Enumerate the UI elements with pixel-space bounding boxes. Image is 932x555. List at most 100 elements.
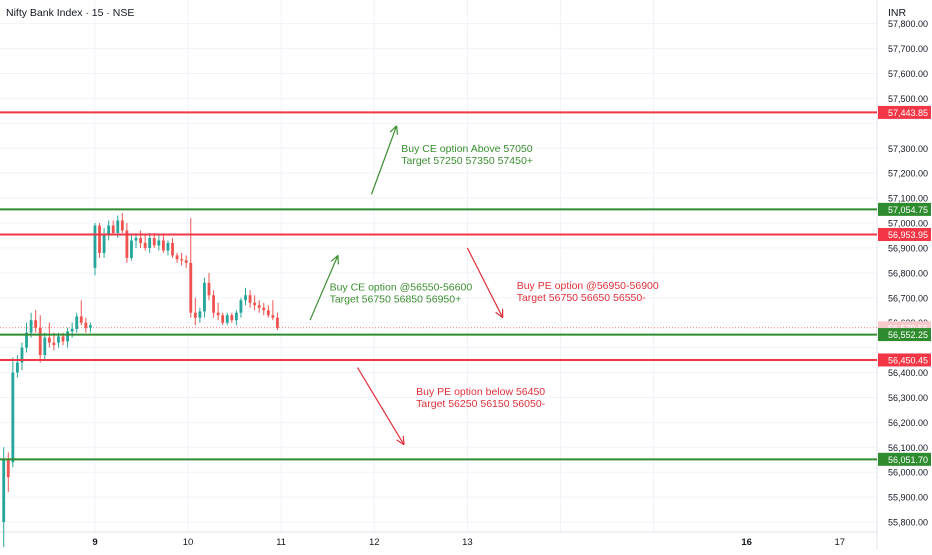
candle xyxy=(34,310,37,332)
price-tick-label: 56,300.00 xyxy=(888,393,928,403)
annotation-arrow-shaft xyxy=(371,126,396,195)
annotation-text: Target 56750 56850 56950+ xyxy=(330,293,462,305)
level-price-label: 56,953.95 xyxy=(888,230,928,240)
candle-body xyxy=(116,221,119,233)
candle xyxy=(11,358,14,468)
annotation-text: Buy PE option @56950-56900 xyxy=(517,280,659,292)
candle-body xyxy=(185,260,188,262)
price-tick-label: 56,700.00 xyxy=(888,293,928,303)
candle xyxy=(226,313,229,325)
candle xyxy=(121,213,124,233)
candle-body xyxy=(139,238,142,243)
candle-body xyxy=(253,303,256,305)
candle-body xyxy=(258,305,261,307)
candle-body xyxy=(30,320,33,332)
price-axis-labels: 55,800.0055,900.0056,000.0056,100.0056,2… xyxy=(888,19,928,527)
level-price-label: 56,051.70 xyxy=(888,455,928,465)
currency-label: INR xyxy=(888,7,906,19)
candle-body xyxy=(39,328,42,355)
candle xyxy=(240,298,243,318)
candle-body xyxy=(94,226,97,268)
candle xyxy=(230,313,233,323)
candle-body xyxy=(52,343,55,345)
candle-body xyxy=(244,295,247,300)
candle-body xyxy=(48,338,51,343)
candle-body xyxy=(230,315,233,320)
price-tick-label: 55,900.00 xyxy=(888,493,928,503)
price-tick-label: 56,200.00 xyxy=(888,418,928,428)
candle xyxy=(103,228,106,258)
candle-body xyxy=(135,238,138,240)
time-tick-label: 16 xyxy=(741,537,752,548)
candle xyxy=(189,218,192,318)
candle-body xyxy=(180,259,183,260)
candle-body xyxy=(176,255,179,259)
candle-body xyxy=(226,315,229,322)
candle xyxy=(94,223,97,275)
time-tick-label: 12 xyxy=(369,537,380,548)
candle xyxy=(271,300,274,320)
level-price-label: 56,450.45 xyxy=(888,355,928,365)
candle xyxy=(180,253,183,265)
candle xyxy=(221,313,224,325)
price-tick-label: 57,800.00 xyxy=(888,19,928,29)
time-tick-label: 17 xyxy=(834,537,845,548)
candle-body xyxy=(89,325,92,327)
candle-body xyxy=(267,310,270,315)
candle xyxy=(75,313,78,333)
candle xyxy=(212,290,215,317)
candle xyxy=(98,223,101,258)
candle-body xyxy=(71,329,74,331)
candle-body xyxy=(34,320,37,327)
level-price-label: 57,443.85 xyxy=(888,108,928,118)
candle-body xyxy=(148,238,151,248)
candle xyxy=(267,305,270,317)
candle-body xyxy=(144,243,147,248)
candle xyxy=(84,318,87,333)
candle xyxy=(162,235,165,252)
price-tick-label: 57,000.00 xyxy=(888,219,928,229)
candle-body xyxy=(262,308,265,310)
candle xyxy=(198,308,201,323)
candle-body xyxy=(162,240,165,250)
annotation-text: Buy PE option below 56450 xyxy=(416,386,545,398)
candle-body xyxy=(276,318,279,328)
candle-body xyxy=(153,238,156,245)
annotation-arrow-head xyxy=(403,436,404,445)
time-tick-label: 11 xyxy=(276,537,286,548)
candle-body xyxy=(7,460,10,477)
candle-body xyxy=(66,331,69,341)
candle xyxy=(7,452,10,492)
annotation-text: Target 57250 57350 57450+ xyxy=(401,155,533,167)
candle xyxy=(139,230,142,247)
candle-body xyxy=(2,460,5,522)
candle xyxy=(258,300,261,312)
candle xyxy=(80,300,83,325)
price-tick-label: 57,600.00 xyxy=(888,69,928,79)
symbol-title: Nifty Bank Index · 15 · NSE xyxy=(6,7,134,19)
candle xyxy=(89,323,92,333)
candle xyxy=(249,290,252,307)
candle-body xyxy=(11,373,14,463)
price-tick-label: 55,800.00 xyxy=(888,518,928,528)
level-price-label: 57,054.75 xyxy=(888,205,928,215)
grid-lines xyxy=(0,0,877,532)
price-tick-label: 56,900.00 xyxy=(888,243,928,253)
candle xyxy=(16,355,19,377)
candle-body xyxy=(240,300,243,312)
price-tick-label: 57,700.00 xyxy=(888,44,928,54)
candle xyxy=(208,273,211,300)
candle xyxy=(176,253,179,263)
candle-body xyxy=(198,311,201,317)
annotation-text: Buy CE option Above 57050 xyxy=(401,143,533,155)
candle-body xyxy=(62,336,65,341)
price-tick-label: 57,200.00 xyxy=(888,169,928,179)
candle-body xyxy=(130,240,133,257)
annotation-text: Target 56750 56650 56550- xyxy=(517,292,647,304)
level-price-label: 56,552.25 xyxy=(888,330,928,340)
candle-body xyxy=(75,316,78,328)
